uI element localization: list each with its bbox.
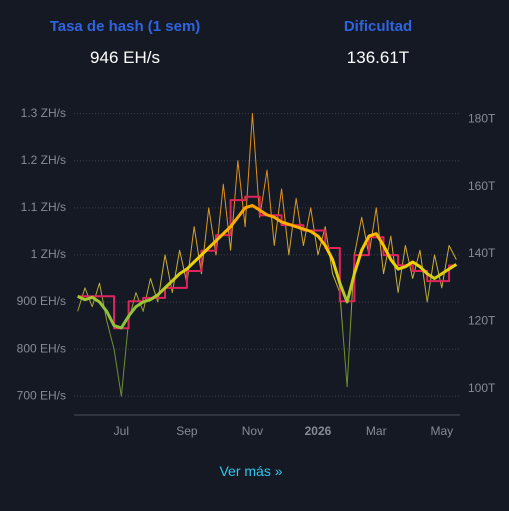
stat-title: Dificultad xyxy=(344,18,412,35)
x-tick-label: Sep xyxy=(176,424,198,438)
y2-tick-label: 160T xyxy=(468,179,496,193)
stat-value: 946 EH/s xyxy=(90,48,160,67)
y-tick-label: 700 EH/s xyxy=(17,388,66,402)
x-tick-label: Nov xyxy=(242,424,263,438)
x-tick-label: Jul xyxy=(114,424,129,438)
y-tick-label: 1.3 ZH/s xyxy=(21,106,66,120)
y2-tick-label: 140T xyxy=(468,246,496,260)
see-more-link[interactable]: Ver más » xyxy=(219,463,282,479)
x-tick-label: Mar xyxy=(366,424,387,438)
y2-tick-label: 120T xyxy=(468,314,496,328)
stat-title: Tasa de hash (1 sem) xyxy=(50,18,201,35)
x-tick-label: 2026 xyxy=(305,424,332,438)
y2-tick-label: 180T xyxy=(468,111,496,125)
x-tick-label: May xyxy=(430,424,453,438)
y-tick-label: 800 EH/s xyxy=(17,341,66,355)
y2-tick-label: 100T xyxy=(468,381,496,395)
y-tick-label: 1.1 ZH/s xyxy=(21,200,66,214)
y-tick-label: 900 EH/s xyxy=(17,294,66,308)
series-line xyxy=(77,203,458,330)
y-tick-label: 1 ZH/s xyxy=(31,247,66,261)
y-tick-label: 1.2 ZH/s xyxy=(21,153,66,167)
stat-value: 136.61T xyxy=(347,48,409,67)
